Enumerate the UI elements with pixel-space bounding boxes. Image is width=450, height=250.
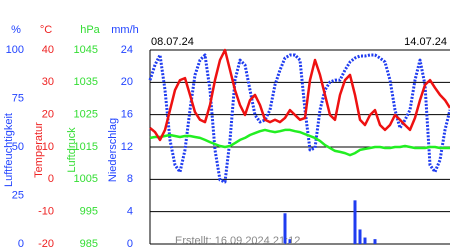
y-tick-label: 1035 bbox=[74, 76, 98, 88]
y-tick-label: 20 bbox=[121, 76, 133, 88]
axis-unit: hPa bbox=[80, 24, 100, 36]
y-tick-label: 995 bbox=[80, 206, 98, 218]
axis-title: Luftdruck bbox=[66, 127, 78, 173]
precip-bar bbox=[363, 237, 367, 244]
y-tick-label: -10 bbox=[38, 206, 54, 218]
y-tick-label: 1005 bbox=[74, 173, 98, 185]
precip-bar bbox=[373, 239, 377, 244]
axis-title: Luftfeuchtigkeit bbox=[3, 113, 15, 187]
y-tick-label: 25 bbox=[12, 189, 24, 201]
axis-title: Temperatur bbox=[33, 122, 45, 178]
precip-bar bbox=[358, 229, 362, 244]
y-tick-label: 12 bbox=[121, 141, 133, 153]
y-tick-label: 1015 bbox=[74, 141, 98, 153]
y-tick-label: 1025 bbox=[74, 109, 98, 121]
y-tick-label: 16 bbox=[121, 109, 133, 121]
axis-unit: mm/h bbox=[111, 24, 139, 36]
axis-unit: °C bbox=[40, 24, 52, 36]
y-tick-label: 50 bbox=[12, 141, 24, 153]
y-tick-label: -20 bbox=[38, 238, 54, 250]
precip-bar bbox=[283, 213, 287, 244]
created-note: Erstellt: 16.09.2024 21:12 bbox=[175, 235, 300, 247]
precip-bar bbox=[288, 239, 292, 244]
end-date: 14.07.24 bbox=[404, 36, 447, 48]
y-tick-label: 10 bbox=[42, 141, 54, 153]
y-tick-label: 0 bbox=[18, 238, 24, 250]
y-tick-label: 8 bbox=[127, 173, 133, 185]
y-tick-label: 0 bbox=[127, 238, 133, 250]
y-tick-label: 985 bbox=[80, 238, 98, 250]
y-tick-label: 4 bbox=[127, 206, 133, 218]
axis-title: Niederschlag bbox=[107, 118, 119, 182]
y-tick-label: 0 bbox=[48, 173, 54, 185]
precip-bar bbox=[353, 200, 357, 244]
y-tick-label: 40 bbox=[42, 44, 54, 56]
axis-unit: % bbox=[11, 24, 21, 36]
y-tick-label: 100 bbox=[6, 44, 24, 56]
series-line bbox=[149, 48, 450, 142]
y-tick-label: 20 bbox=[42, 109, 54, 121]
y-tick-label: 24 bbox=[121, 44, 133, 56]
series-line bbox=[148, 53, 450, 184]
series-line bbox=[149, 128, 450, 157]
start-date: 08.07.24 bbox=[151, 36, 194, 48]
y-tick-label: 1045 bbox=[74, 44, 98, 56]
y-tick-label: 75 bbox=[12, 92, 24, 104]
y-tick-label: 30 bbox=[42, 76, 54, 88]
